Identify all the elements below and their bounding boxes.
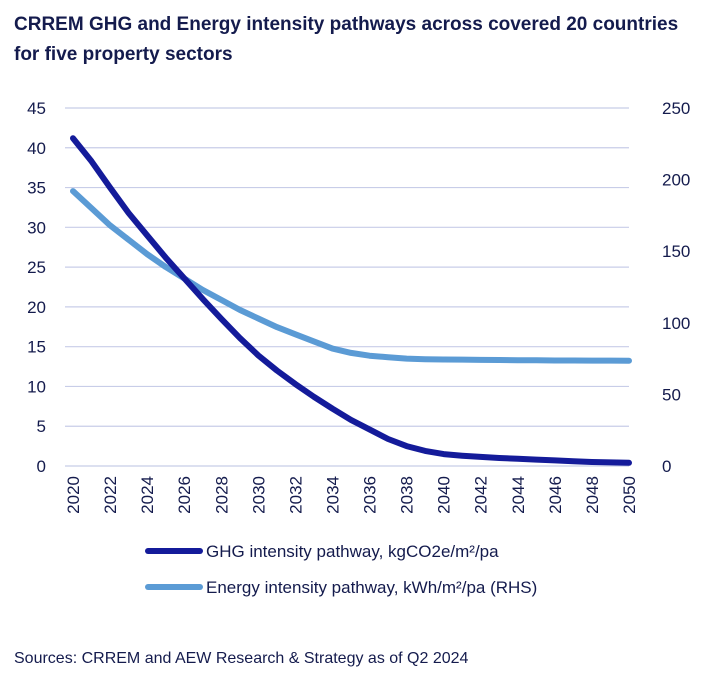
y-right-tick-label: 150 bbox=[662, 242, 690, 261]
y-right-tick-label: 250 bbox=[662, 99, 690, 118]
legend-label-energy: Energy intensity pathway, kWh/m²/pa (RHS… bbox=[206, 578, 537, 597]
source-note: Sources: CRREM and AEW Research & Strate… bbox=[14, 650, 469, 667]
y-right-tick-label: 0 bbox=[662, 457, 671, 476]
y-left-tick-label: 5 bbox=[37, 417, 46, 436]
x-tick-label: 2020 bbox=[64, 476, 83, 514]
x-tick-label: 2036 bbox=[361, 476, 380, 514]
x-tick-label: 2026 bbox=[175, 476, 194, 514]
x-tick-label: 2024 bbox=[138, 476, 157, 514]
x-tick-label: 2032 bbox=[286, 476, 305, 514]
series-lines bbox=[70, 135, 632, 466]
legend: GHG intensity pathway, kgCO2e/m²/pa Ener… bbox=[145, 542, 537, 597]
chart-title: CRREM GHG and Energy intensity pathways … bbox=[14, 14, 679, 65]
y-axis-right: 0 50 100 150 200 250 bbox=[662, 99, 690, 476]
energy-intensity-line bbox=[70, 188, 632, 364]
legend-label-ghg: GHG intensity pathway, kgCO2e/m²/pa bbox=[206, 542, 499, 561]
y-axis-left: 0 5 10 15 20 25 30 35 40 45 bbox=[27, 99, 46, 476]
y-right-tick-label: 50 bbox=[662, 385, 681, 404]
y-left-tick-label: 35 bbox=[27, 179, 46, 198]
x-tick-label: 2028 bbox=[212, 476, 231, 514]
y-left-tick-label: 20 bbox=[27, 298, 46, 317]
x-tick-label: 2040 bbox=[435, 476, 454, 514]
y-left-tick-label: 0 bbox=[37, 457, 46, 476]
x-tick-label: 2050 bbox=[620, 476, 639, 514]
y-left-tick-label: 30 bbox=[27, 218, 46, 237]
y-left-tick-label: 45 bbox=[27, 99, 46, 118]
gridlines bbox=[65, 107, 629, 467]
y-right-tick-label: 100 bbox=[662, 314, 690, 333]
x-tick-label: 2030 bbox=[249, 476, 268, 514]
x-tick-label: 2034 bbox=[323, 476, 342, 514]
ghg-intensity-line bbox=[70, 135, 632, 466]
x-tick-label: 2038 bbox=[398, 476, 417, 514]
y-left-tick-label: 25 bbox=[27, 258, 46, 277]
x-tick-label: 2022 bbox=[101, 476, 120, 514]
y-left-tick-label: 40 bbox=[27, 139, 46, 158]
y-left-tick-label: 15 bbox=[27, 338, 46, 357]
y-left-tick-label: 10 bbox=[27, 377, 46, 396]
x-tick-label: 2046 bbox=[546, 476, 565, 514]
x-tick-label: 2042 bbox=[472, 476, 491, 514]
y-right-tick-label: 200 bbox=[662, 171, 690, 190]
x-tick-label: 2048 bbox=[583, 476, 602, 514]
x-axis: 2020 2022 2024 2026 2028 2030 2032 2034 2036 2038… bbox=[64, 476, 639, 514]
x-tick-label: 2044 bbox=[509, 476, 528, 514]
